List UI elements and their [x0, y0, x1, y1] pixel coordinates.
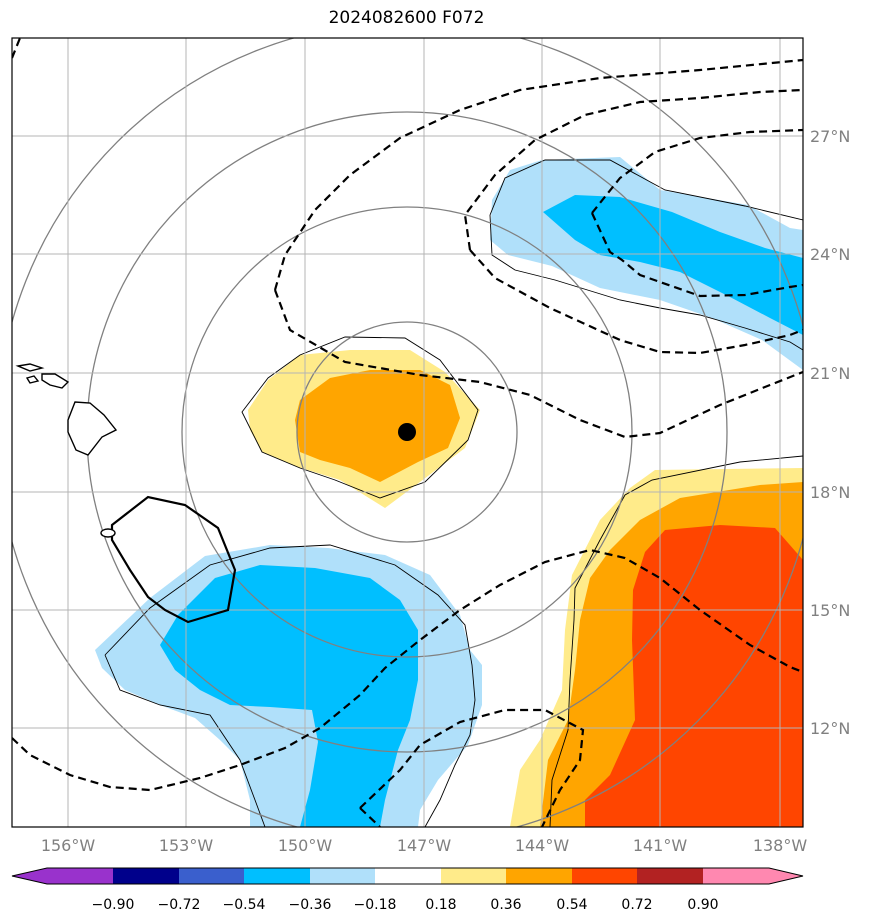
colorbar-tick: −0.90	[92, 897, 135, 913]
colorbar-segment	[703, 868, 769, 884]
colorbar-tick: 0.36	[490, 897, 521, 913]
colorbar: −0.90 −0.72 −0.54 −0.36 −0.18 0.18 0.36 …	[11, 867, 804, 913]
lat-label: 12°N	[810, 719, 850, 738]
negative-anomaly-lower-left	[95, 545, 482, 827]
colorbar-tick: 0.72	[621, 897, 652, 913]
colorbar-tick: −0.18	[354, 897, 397, 913]
lat-label: 21°N	[810, 364, 850, 383]
lat-label: 27°N	[810, 127, 850, 146]
lat-label: 24°N	[810, 245, 850, 264]
lon-label: 147°W	[397, 836, 452, 855]
map-content	[12, 38, 803, 827]
colorbar-tick: 0.90	[687, 897, 718, 913]
colorbar-tick-labels: −0.90 −0.72 −0.54 −0.36 −0.18 0.18 0.36 …	[92, 897, 719, 913]
colorbar-segment	[310, 868, 375, 884]
lon-label: 144°W	[515, 836, 570, 855]
hawaiian-islands	[15, 363, 118, 538]
colorbar-tick: −0.54	[223, 897, 266, 913]
lon-label: 150°W	[278, 836, 333, 855]
positive-anomaly-center	[248, 350, 480, 508]
island-oahu	[25, 375, 40, 384]
colorbar-tick: −0.36	[289, 897, 332, 913]
lon-label: 138°W	[753, 836, 808, 855]
solid-contour-left	[110, 495, 237, 624]
lon-label: 141°W	[633, 836, 688, 855]
storm-center-marker	[398, 423, 416, 441]
longitude-labels: 156°W 153°W 150°W 147°W 144°W 141°W 138°…	[41, 836, 808, 855]
colorbar-extend-low	[12, 868, 47, 884]
colorbar-segment	[179, 868, 244, 884]
colorbar-segment	[441, 868, 506, 884]
lon-label: 156°W	[41, 836, 96, 855]
lon-label: 153°W	[159, 836, 214, 855]
lat-label: 18°N	[810, 483, 850, 502]
colorbar-tick: 0.18	[425, 897, 456, 913]
colorbar-segment	[244, 868, 310, 884]
positive-anomaly-lower-right	[510, 468, 803, 827]
colorbar-outline	[11, 867, 804, 885]
small-ellipse-marker	[100, 528, 116, 538]
colorbar-segment	[572, 868, 637, 884]
colorbar-segment	[47, 868, 113, 884]
latitude-labels: 27°N 24°N 21°N 18°N 15°N 12°N	[810, 127, 850, 738]
colorbar-tick: 0.54	[556, 897, 587, 913]
map-frame	[11, 37, 804, 828]
island-maui	[41, 373, 70, 389]
colorbar-segment	[375, 868, 441, 884]
colorbar-segment	[637, 868, 703, 884]
island-hawaii	[67, 401, 118, 456]
lat-label: 15°N	[810, 601, 850, 620]
negative-anomaly-upper-right	[490, 157, 803, 370]
dashed-contours	[12, 38, 803, 827]
map-title: 2024082600 F072	[328, 8, 485, 28]
island-kauai	[15, 363, 45, 372]
colorbar-tick: −0.72	[158, 897, 201, 913]
colorbar-segment	[506, 868, 572, 884]
colorbar-extend-high	[769, 868, 803, 884]
colorbar-segment	[113, 868, 179, 884]
